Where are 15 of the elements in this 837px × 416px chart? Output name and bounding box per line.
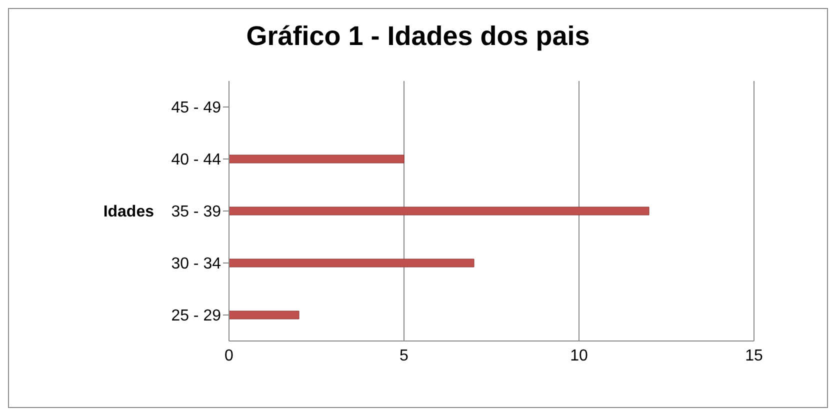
bar <box>229 154 404 164</box>
bar <box>229 258 474 268</box>
bar <box>229 310 300 320</box>
x-tick-label: 0 <box>224 347 234 364</box>
y-tick-label: 25 - 29 <box>171 308 222 325</box>
x-tick-label: 15 <box>745 347 763 364</box>
x-tick-label: 10 <box>570 347 588 364</box>
bar <box>229 206 650 216</box>
chart-title: Gráfico 1 - Idades dos pais <box>245 21 591 53</box>
y-tick-label: 45 - 49 <box>171 100 222 117</box>
y-tick-label: 30 - 34 <box>171 256 222 273</box>
x-tick-label: 5 <box>400 347 409 364</box>
y-tick-label: 40 - 44 <box>171 152 222 169</box>
y-axis-title: Idades <box>103 204 154 221</box>
y-tick-label: 35 - 39 <box>171 204 222 221</box>
